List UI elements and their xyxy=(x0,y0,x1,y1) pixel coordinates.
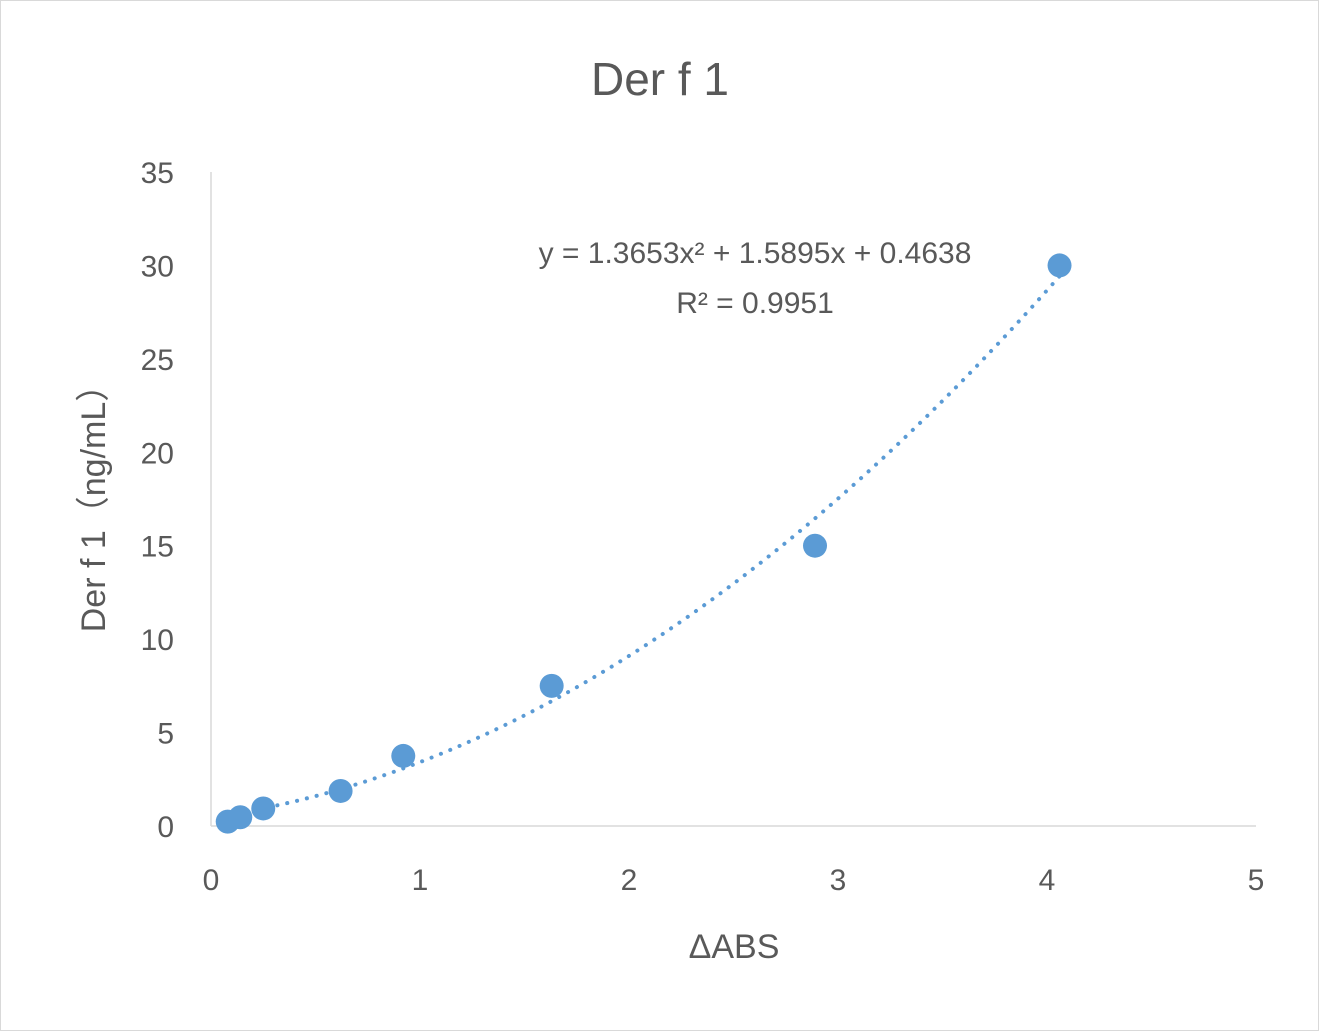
y-tick-label: 0 xyxy=(157,811,174,844)
data-point xyxy=(228,805,253,830)
data-points xyxy=(215,253,1072,834)
data-point xyxy=(539,673,564,698)
y-tick-label: 20 xyxy=(141,437,174,470)
y-tick-label: 25 xyxy=(141,344,174,377)
x-tick-labels: 0 1 2 3 4 5 xyxy=(203,864,1265,897)
y-axis-label: Der f 1（ng/mL） xyxy=(75,368,113,633)
data-point xyxy=(251,796,276,821)
data-point xyxy=(391,743,416,768)
y-tick-label: 10 xyxy=(141,624,174,657)
x-tick-label: 5 xyxy=(1248,864,1265,897)
y-tick-labels: 0 5 10 15 20 25 30 35 xyxy=(141,157,174,844)
trendline xyxy=(225,274,1062,817)
data-point xyxy=(328,778,353,803)
y-tick-label: 35 xyxy=(141,157,174,190)
x-tick-label: 0 xyxy=(203,864,220,897)
x-tick-label: 4 xyxy=(1039,864,1056,897)
y-tick-label: 5 xyxy=(157,718,174,751)
data-point xyxy=(803,533,828,558)
chart-title: Der f 1 xyxy=(591,53,729,105)
x-tick-label: 2 xyxy=(621,864,638,897)
trendline-r-squared: R² = 0.9951 xyxy=(676,287,834,320)
x-tick-label: 1 xyxy=(412,864,429,897)
x-axis-label: ΔABS xyxy=(689,928,780,966)
y-tick-label: 30 xyxy=(141,250,174,283)
trendline-equation: y = 1.3653x² + 1.5895x + 0.4638 xyxy=(539,237,972,270)
x-tick-label: 3 xyxy=(830,864,847,897)
data-point xyxy=(1047,253,1072,278)
y-tick-label: 15 xyxy=(141,531,174,564)
